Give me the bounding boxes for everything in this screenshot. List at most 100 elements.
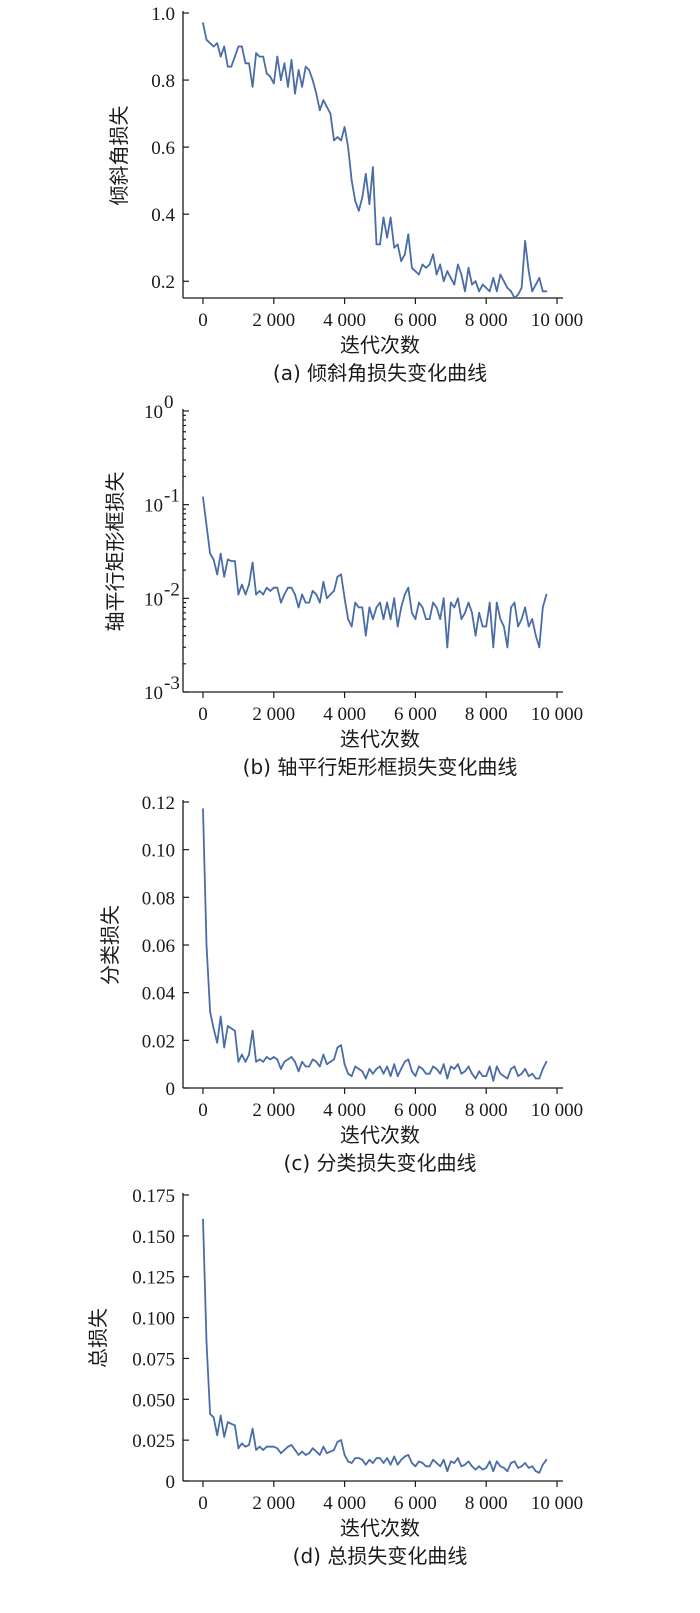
data-point <box>386 1457 388 1459</box>
data-point <box>418 601 420 604</box>
y-tick-label: 0.100 <box>132 1309 175 1330</box>
data-point <box>361 1458 364 1461</box>
data-point <box>425 266 427 269</box>
data-point <box>308 1065 311 1068</box>
data-point <box>287 586 289 589</box>
data-point <box>375 606 378 609</box>
data-point <box>357 606 360 609</box>
data-point <box>499 1072 502 1075</box>
data-point <box>382 1072 385 1075</box>
data-point <box>244 1445 247 1448</box>
data-point <box>255 1060 257 1063</box>
data-point <box>520 618 523 620</box>
data-point <box>457 263 459 266</box>
data-point <box>481 1075 484 1077</box>
data-point <box>265 1445 268 1448</box>
data-point <box>234 560 236 562</box>
data-point <box>474 1468 477 1471</box>
data-point <box>506 1077 509 1080</box>
x-tick-label: 0 <box>198 1493 208 1514</box>
data-point <box>389 1463 392 1466</box>
data-point <box>396 243 399 246</box>
data-point <box>216 1434 219 1437</box>
data-point <box>294 1060 296 1063</box>
data-point <box>361 196 364 199</box>
data-point <box>329 1450 332 1453</box>
data-point <box>421 1462 424 1464</box>
data-point <box>276 55 279 58</box>
data-point <box>457 1063 459 1066</box>
x-axis-label: 迭代次数 <box>340 1123 420 1147</box>
data-point <box>329 1060 332 1063</box>
data-point <box>315 92 318 95</box>
data-point <box>283 1449 286 1451</box>
data-point <box>488 1065 491 1068</box>
data-point <box>350 179 353 182</box>
data-point <box>446 1470 449 1473</box>
data-point <box>499 273 502 276</box>
data-point <box>495 290 498 293</box>
y-tick-base: 10 <box>144 683 163 704</box>
data-point <box>513 1460 516 1463</box>
data-point <box>478 1070 480 1073</box>
data-point <box>375 1068 378 1070</box>
data-point <box>474 1077 477 1080</box>
data-point <box>372 166 374 169</box>
data-point <box>329 112 332 115</box>
data-point <box>400 1458 403 1461</box>
data-point <box>403 253 406 256</box>
data-point <box>503 280 505 283</box>
x-tick-label: 8 000 <box>465 310 508 331</box>
data-point <box>442 1063 445 1066</box>
data-point <box>442 280 445 283</box>
data-point <box>251 561 254 564</box>
data-point <box>368 203 371 206</box>
data-point <box>407 1454 410 1456</box>
data-point <box>354 1457 357 1459</box>
data-point <box>481 283 484 286</box>
data-point <box>333 139 335 142</box>
data-point <box>407 586 410 589</box>
data-point <box>538 1471 541 1474</box>
series-line <box>202 22 547 299</box>
data-point <box>393 597 396 600</box>
data-point <box>545 1458 548 1461</box>
data-point <box>209 42 212 45</box>
data-point <box>428 263 431 266</box>
data-point <box>290 59 293 61</box>
y-axis-label: 总损失 <box>86 1308 110 1368</box>
data-point <box>506 287 509 289</box>
data-point <box>350 625 353 628</box>
data-point <box>244 62 247 65</box>
data-point <box>446 270 449 273</box>
data-point <box>304 65 307 68</box>
x-tick-label: 0 <box>198 310 208 331</box>
data-point <box>421 606 424 609</box>
data-point <box>326 1452 328 1455</box>
data-point <box>527 270 530 273</box>
data-point <box>460 1465 463 1468</box>
data-point <box>219 552 222 555</box>
data-point <box>396 1463 399 1466</box>
y-tick-base: 10 <box>144 402 163 423</box>
data-point <box>510 290 512 293</box>
data-point <box>294 92 296 95</box>
y-tick-label: 0.10 <box>142 841 175 862</box>
data-point <box>248 1444 250 1446</box>
data-point <box>272 1056 275 1058</box>
data-point <box>485 1075 488 1077</box>
data-point <box>297 1070 300 1073</box>
x-tick-label: 2 000 <box>252 704 295 725</box>
data-point <box>478 1465 480 1468</box>
data-point <box>326 1063 328 1066</box>
data-point <box>368 606 371 609</box>
data-point <box>340 573 342 576</box>
data-point <box>382 216 385 219</box>
data-point <box>389 618 392 620</box>
data-point <box>347 1072 349 1075</box>
data-point <box>357 1068 360 1070</box>
data-point <box>393 1063 396 1066</box>
panel-caption: (a) 倾斜角损失变化曲线 <box>273 361 487 385</box>
